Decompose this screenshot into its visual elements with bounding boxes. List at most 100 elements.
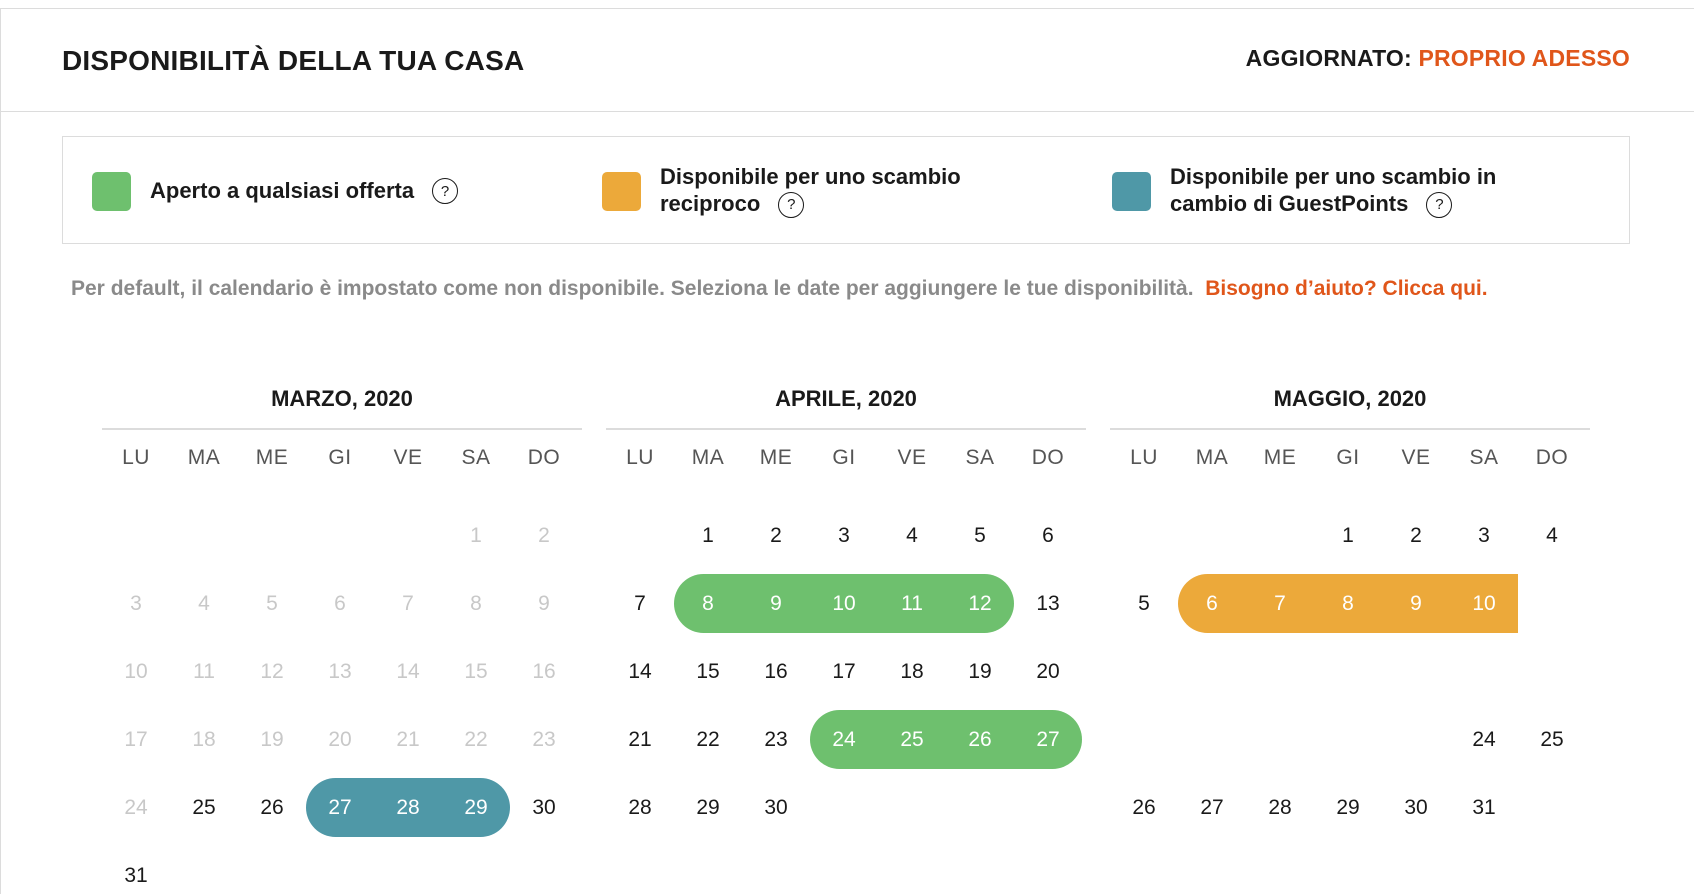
calendar-day[interactable]: 23 <box>764 728 788 751</box>
calendar-day[interactable]: 3 <box>1478 524 1490 547</box>
calendar-day[interactable]: 2 <box>1410 524 1422 547</box>
calendar-day[interactable]: 24 <box>1472 728 1496 751</box>
calendar-day[interactable]: 29 <box>464 796 488 819</box>
calendar-day[interactable]: 3 <box>838 524 850 547</box>
calendar-day[interactable]: 26 <box>968 728 992 751</box>
calendar-day[interactable]: 27 <box>328 796 352 819</box>
legend-label-open: Aperto a qualsiasi offerta <box>150 177 415 203</box>
calendar-day[interactable]: 27 <box>1036 728 1060 751</box>
calendar-day[interactable]: 1 <box>1342 524 1354 547</box>
calendar-day[interactable]: 28 <box>628 796 652 819</box>
calendar-day: 6 <box>334 592 346 615</box>
calendar-day[interactable]: 2 <box>770 524 782 547</box>
calendar-day[interactable]: 21 <box>1268 728 1292 751</box>
calendar-day[interactable]: 28 <box>1268 796 1292 819</box>
calendar-day[interactable]: 12 <box>1132 660 1156 683</box>
legend-swatch-reciprocal <box>602 171 641 211</box>
calendar-day[interactable]: 20 <box>1200 728 1224 751</box>
calendar-day[interactable]: 14 <box>628 660 652 683</box>
calendar-day[interactable]: 11 <box>1541 592 1563 615</box>
calendar-day[interactable]: 26 <box>260 796 284 819</box>
availability-range-green[interactable] <box>1014 710 1082 769</box>
calendar-day: 7 <box>402 592 414 615</box>
calendar-day[interactable]: 22 <box>1336 728 1360 751</box>
calendar-day[interactable]: 30 <box>532 796 556 819</box>
updated-value: PROPRIO ADESSO <box>1418 45 1630 71</box>
calendar-day: 8 <box>470 592 482 615</box>
calendar-day[interactable]: 21 <box>628 728 652 751</box>
calendar-day[interactable]: 19 <box>1132 728 1156 751</box>
calendar-day[interactable]: 31 <box>1472 796 1496 819</box>
info-message: Per default, il calendario è impostato c… <box>71 277 1194 300</box>
calendar-day[interactable]: 7 <box>1274 592 1286 615</box>
weekday-label: VE <box>393 446 423 469</box>
legend-item-reciprocal: Disponibile per uno scambio reciproco? <box>602 137 961 245</box>
calendar-day[interactable]: 29 <box>696 796 720 819</box>
calendar-day[interactable]: 14 <box>1268 660 1292 683</box>
availability-range-teal[interactable] <box>306 778 510 837</box>
help-icon[interactable]: ? <box>1426 191 1453 218</box>
calendar-day[interactable]: 13 <box>1036 592 1060 615</box>
availability-range-green[interactable] <box>810 710 1014 769</box>
calendar-day[interactable]: 18 <box>1540 660 1564 683</box>
calendar-day[interactable]: 18 <box>900 660 924 683</box>
calendar-day[interactable]: 1 <box>702 524 714 547</box>
calendar-day[interactable]: 25 <box>900 728 924 751</box>
help-icon[interactable]: ? <box>432 178 459 205</box>
help-icon[interactable]: ? <box>778 191 805 218</box>
calendar-day[interactable]: 13 <box>1200 660 1224 683</box>
calendar-day[interactable]: 27 <box>1200 796 1224 819</box>
calendar-day[interactable]: 15 <box>696 660 720 683</box>
calendar-day[interactable]: 24 <box>832 728 856 751</box>
calendar-day: 1 <box>470 524 482 547</box>
calendar-day[interactable]: 25 <box>1540 728 1564 751</box>
calendar-day[interactable]: 26 <box>1132 796 1156 819</box>
calendar-day[interactable]: 29 <box>1336 796 1360 819</box>
calendar-day[interactable]: 9 <box>770 592 782 615</box>
calendar-day[interactable]: 8 <box>1342 592 1354 615</box>
weekday-label: VE <box>1401 446 1431 469</box>
calendar-day[interactable]: 16 <box>764 660 788 683</box>
calendar-day[interactable]: 12 <box>968 592 992 615</box>
calendar-day: 9 <box>538 592 550 615</box>
calendar-day[interactable]: 11 <box>901 592 923 615</box>
help-link[interactable]: Bisogno d’aiuto? Clicca qui. <box>1205 277 1488 300</box>
calendar-day[interactable]: 15 <box>1336 660 1360 683</box>
calendar-day[interactable]: 20 <box>1036 660 1060 683</box>
calendar-day[interactable]: 22 <box>696 728 720 751</box>
calendar-day[interactable]: 4 <box>906 524 918 547</box>
card-header: DISPONIBILITÀ DELLA TUA CASA AGGIORNATO:… <box>1 9 1694 112</box>
calendar-day[interactable]: 6 <box>1206 592 1218 615</box>
calendar-day[interactable]: 4 <box>1546 524 1558 547</box>
weekday-label: MA <box>691 446 725 469</box>
calendar-day[interactable]: 25 <box>192 796 216 819</box>
calendar-day[interactable]: 10 <box>832 592 856 615</box>
calendar-day[interactable]: 10 <box>1472 592 1496 615</box>
calendar-day[interactable]: 5 <box>974 524 986 547</box>
calendar-day[interactable]: 28 <box>396 796 420 819</box>
legend-label-guestpoints: Disponibile per uno scambio in <box>1170 164 1497 190</box>
calendar-day: 18 <box>192 728 216 751</box>
weekday-label: GI <box>1336 446 1360 469</box>
calendar-day[interactable]: 31 <box>124 864 148 887</box>
calendar-day[interactable]: 30 <box>1404 796 1428 819</box>
availability-range-orange[interactable] <box>1178 574 1518 633</box>
calendar-day[interactable]: 9 <box>1410 592 1422 615</box>
availability-range-green[interactable] <box>674 574 1014 633</box>
calendar-day[interactable]: 8 <box>702 592 714 615</box>
calendar-day[interactable]: 17 <box>1472 660 1496 683</box>
calendar-day[interactable]: 19 <box>968 660 992 683</box>
calendar-day[interactable]: 6 <box>1042 524 1054 547</box>
calendar-day: 16 <box>532 660 556 683</box>
calendar-day[interactable]: 17 <box>832 660 856 683</box>
calendar-day[interactable]: 7 <box>634 592 646 615</box>
weekday-label: GI <box>832 446 856 469</box>
calendar-day[interactable]: 30 <box>764 796 788 819</box>
calendar-day[interactable]: 5 <box>1138 592 1150 615</box>
calendar-day[interactable]: 16 <box>1404 660 1428 683</box>
calendar-day: 19 <box>260 728 284 751</box>
month-divider <box>606 428 1086 430</box>
weekday-label: GI <box>328 446 352 469</box>
calendar-day: 12 <box>260 660 284 683</box>
calendar-day[interactable]: 23 <box>1404 728 1428 751</box>
